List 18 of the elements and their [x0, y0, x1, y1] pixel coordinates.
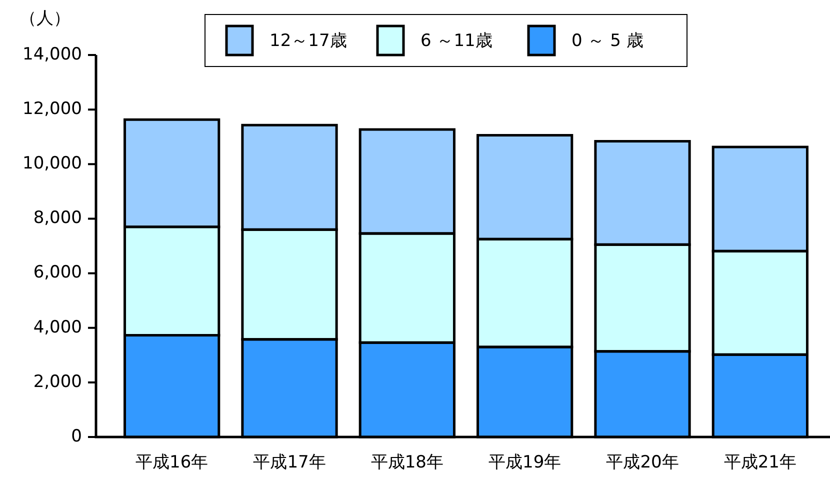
- y-tick-label: 14,000: [22, 44, 82, 64]
- y-tick-label: 6,000: [33, 262, 82, 283]
- x-tick-label: 平成16年: [136, 452, 208, 473]
- y-tick-label: 12,000: [22, 98, 82, 119]
- x-tick-label: 平成19年: [488, 452, 562, 473]
- x-tick-label: 平成18年: [370, 452, 444, 473]
- legend-label: 12～17歳: [270, 30, 347, 51]
- y-tick-label: 10,000: [22, 154, 82, 174]
- y-tick-label: 4,000: [33, 317, 82, 338]
- x-tick-label: 平成20年: [606, 452, 679, 473]
- y-tick-label: 2,000: [33, 372, 82, 392]
- legend-label: 0 ～ 5 歳: [572, 30, 644, 51]
- y-tick-label: 8,000: [33, 208, 82, 228]
- x-tick-label: 平成21年: [724, 452, 796, 473]
- x-tick-label: 平成17年: [253, 452, 326, 473]
- y-tick-label: 0: [71, 426, 82, 446]
- y-axis-title: （人）: [20, 8, 70, 28]
- legend-label: 6 ～11歳: [420, 30, 492, 51]
